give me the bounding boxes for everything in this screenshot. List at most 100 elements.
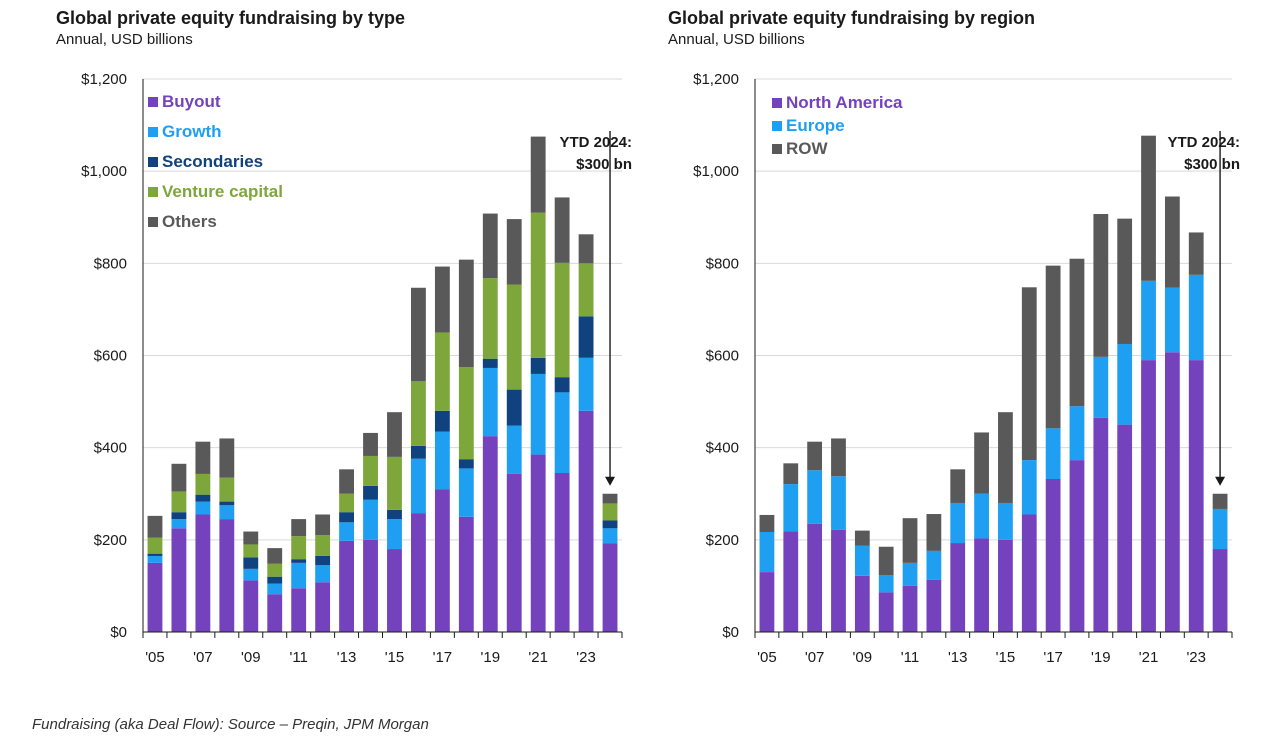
- bar-row-2022: [1164, 196, 1180, 288]
- bar-row-2010: [878, 546, 894, 576]
- x-tick-label: '07: [193, 649, 213, 666]
- bar-others-2018: [458, 259, 474, 368]
- legend-swatch-row: [772, 144, 782, 154]
- legend-swatch-europe: [772, 121, 782, 131]
- chart-title: Global private equity fundraising by typ…: [56, 8, 406, 28]
- bar-north-america-2005: [759, 572, 775, 632]
- bar-secondaries-2017: [434, 410, 450, 432]
- bar-north-america-2016: [1021, 514, 1037, 632]
- bar-growth-2007: [195, 501, 211, 515]
- bar-europe-2020: [1117, 343, 1133, 425]
- bar-venture-capital-2006: [171, 491, 187, 513]
- bar-row-2006: [783, 463, 799, 485]
- bar-others-2024: [602, 493, 618, 504]
- bar-europe-2022: [1164, 287, 1180, 353]
- x-tick-label: '19: [480, 649, 500, 666]
- bar-row-2020: [1117, 218, 1133, 344]
- x-tick-label: '19: [1091, 649, 1111, 666]
- annotation-line2: $300 bn: [1184, 156, 1240, 173]
- bar-north-america-2021: [1141, 360, 1156, 632]
- chart-panel-by-type: Global private equity fundraising by typ…: [0, 0, 640, 700]
- bar-venture-capital-2011: [291, 536, 307, 560]
- y-tick-label: $200: [706, 532, 739, 549]
- bar-row-2011: [902, 518, 918, 563]
- y-tick-label: $1,000: [693, 163, 739, 180]
- bar-north-america-2018: [1069, 460, 1085, 632]
- bar-buyout-2022: [554, 473, 570, 632]
- bar-venture-capital-2015: [387, 456, 402, 510]
- legend-swatch-buyout: [148, 97, 158, 107]
- bar-venture-capital-2020: [506, 284, 522, 390]
- y-tick-label: $400: [94, 440, 127, 457]
- bar-others-2022: [554, 197, 570, 263]
- bar-europe-2010: [878, 575, 894, 593]
- bar-buyout-2023: [578, 410, 594, 632]
- bar-buyout-2024: [602, 543, 618, 632]
- bar-growth-2013: [339, 522, 354, 541]
- x-tick-label: '17: [433, 649, 453, 666]
- bar-secondaries-2006: [171, 512, 187, 520]
- bar-row-2012: [926, 514, 942, 551]
- bar-growth-2019: [482, 367, 498, 437]
- bar-secondaries-2015: [387, 509, 402, 520]
- bar-others-2013: [339, 469, 354, 494]
- y-tick-label: $800: [706, 255, 739, 272]
- x-tick-label: '23: [576, 649, 596, 666]
- x-tick-label: '11: [901, 649, 919, 666]
- bar-row-2021: [1141, 135, 1156, 281]
- bar-buyout-2012: [315, 582, 331, 632]
- bar-europe-2016: [1021, 460, 1037, 515]
- x-tick-label: '17: [1043, 649, 1063, 666]
- legend-entry-growth: Growth: [162, 122, 222, 141]
- y-tick-label: $1,200: [693, 71, 739, 88]
- bar-north-america-2006: [783, 531, 799, 632]
- bar-growth-2015: [387, 519, 402, 550]
- annotation-line2: $300 bn: [576, 156, 632, 173]
- bar-growth-2014: [363, 499, 378, 540]
- bar-others-2016: [411, 287, 426, 382]
- bar-north-america-2015: [998, 539, 1013, 632]
- bar-buyout-2020: [506, 473, 522, 632]
- x-tick-label: '13: [948, 649, 968, 666]
- legend-entry-europe: Europe: [786, 116, 845, 135]
- y-tick-label: $0: [722, 624, 739, 641]
- y-tick-label: $200: [94, 532, 127, 549]
- bar-growth-2018: [458, 468, 474, 517]
- legend-swatch-growth: [148, 127, 158, 137]
- y-tick-label: $1,000: [81, 163, 127, 180]
- bar-buyout-2018: [458, 516, 474, 632]
- bar-venture-capital-2022: [554, 262, 570, 378]
- bar-secondaries-2023: [578, 316, 594, 358]
- bar-north-america-2007: [807, 523, 823, 632]
- bar-row-2008: [831, 438, 846, 477]
- bar-others-2009: [243, 531, 259, 545]
- bar-europe-2024: [1212, 508, 1228, 550]
- bar-growth-2023: [578, 357, 594, 411]
- bar-row-2016: [1021, 287, 1037, 461]
- bar-secondaries-2008: [219, 501, 235, 506]
- x-tick-label: '07: [805, 649, 825, 666]
- bar-buyout-2006: [171, 528, 187, 632]
- bar-venture-capital-2009: [243, 544, 259, 558]
- bar-venture-capital-2018: [458, 367, 474, 460]
- bar-europe-2007: [807, 470, 823, 524]
- legend-swatch-secondaries: [148, 157, 158, 167]
- bar-others-2007: [195, 441, 211, 474]
- bar-row-2023: [1188, 232, 1204, 275]
- x-tick-label: '15: [385, 649, 405, 666]
- bar-row-2024: [1212, 493, 1228, 509]
- x-tick-label: '15: [996, 649, 1016, 666]
- bar-europe-2005: [759, 531, 775, 573]
- chart-subtitle: Annual, USD billions: [668, 31, 805, 48]
- stacked-bar-chart-by-type: $0 $200 $400 $600 $800 $1,000 $1,200 '05 '07 '09 '…: [81, 71, 632, 666]
- bar-row-2015: [998, 412, 1013, 503]
- bar-europe-2013: [950, 502, 966, 544]
- bar-europe-2018: [1069, 406, 1085, 461]
- bar-others-2014: [363, 432, 378, 456]
- bar-buyout-2017: [434, 489, 450, 632]
- bar-row-2019: [1093, 214, 1109, 357]
- legend-swatch-north-america: [772, 98, 782, 108]
- legend-entry-buyout: Buyout: [162, 92, 221, 111]
- bar-others-2019: [482, 213, 498, 279]
- bar-buyout-2011: [291, 588, 307, 632]
